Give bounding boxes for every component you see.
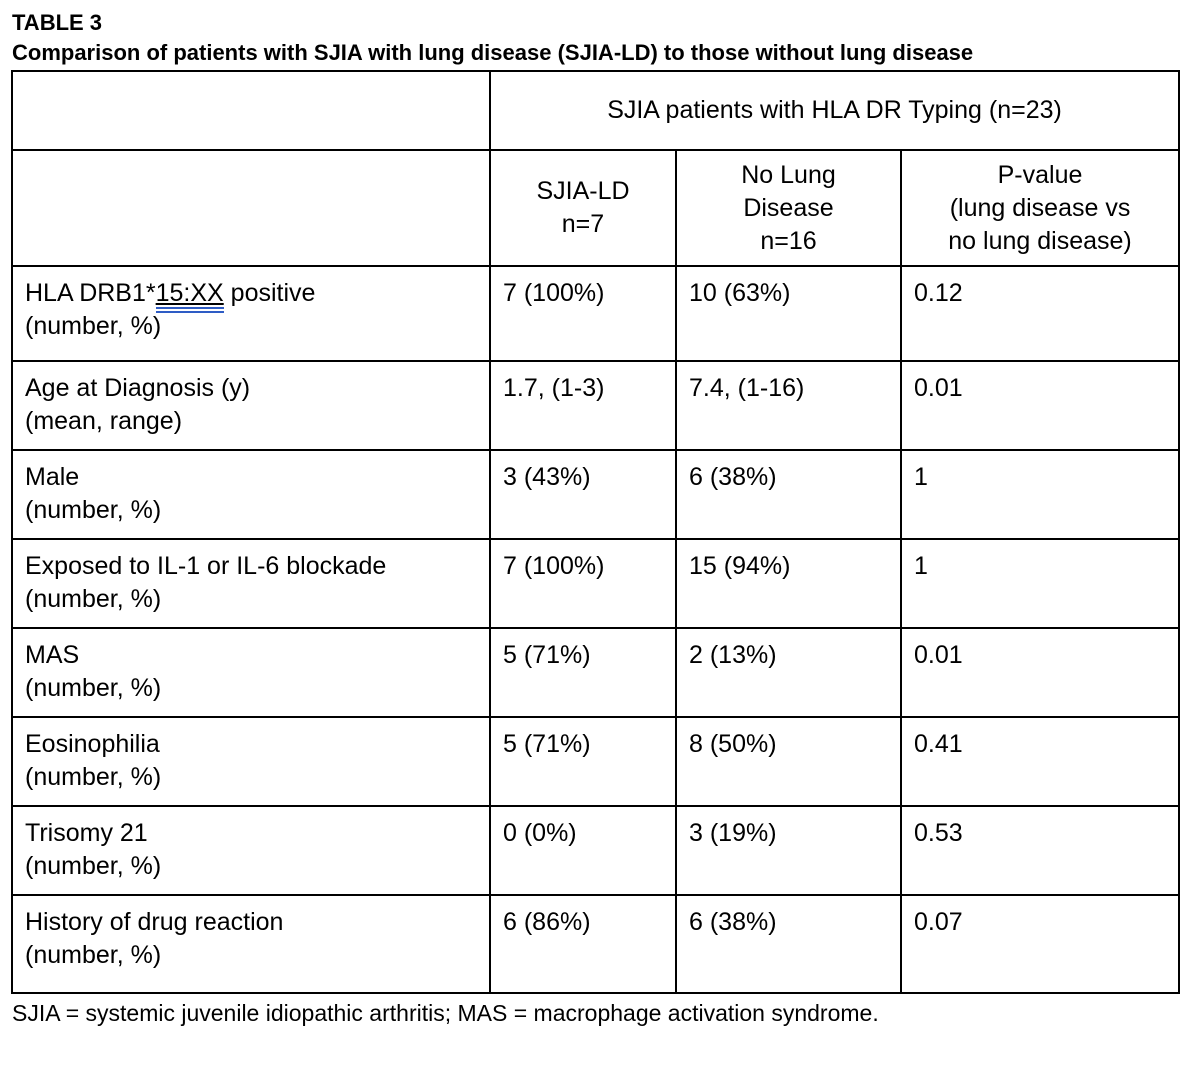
table-row-male: Male (number, %) 3 (43%) 6 (38%) 1 (11, 449, 1181, 540)
table-header: SJIA patients with HLA DR Typing (n=23) … (11, 70, 1181, 267)
row-label-text: MAS (25, 641, 80, 669)
row-label-hla-drb1: HLA DRB1*15:XX positive (number, %) (11, 265, 491, 362)
table-footnote: SJIA = systemic juvenile idiopathic arth… (12, 1000, 879, 1026)
cell-sjia-ld: 5 (71%) (489, 716, 677, 807)
row-label-text: History of drug reaction (25, 908, 284, 936)
column-header-sjia-ld: SJIA-LD n=7 (489, 149, 677, 267)
table-row-drug-reaction: History of drug reaction (number, %) 6 (8… (11, 894, 1181, 994)
row-sublabel: (number, %) (25, 585, 162, 613)
cell-sjia-ld: 5 (71%) (489, 627, 677, 718)
table-body: HLA DRB1*15:XX positive (number, %) 7 (10… (11, 265, 1181, 994)
row-label-il-blockade: Exposed to IL-1 or IL-6 blockade (number,… (11, 538, 491, 629)
row-sublabel: (mean, range) (25, 407, 183, 435)
empty-stub-cell (11, 149, 491, 267)
cell-p-value: 0.01 (899, 627, 1181, 718)
row-label-text: Age at Diagnosis (y) (25, 374, 251, 402)
row-sublabel: (number, %) (25, 763, 162, 791)
table-row-hla-drb1: HLA DRB1*15:XX positive (number, %) 7 (10… (11, 265, 1181, 362)
row-sublabel: (number, %) (25, 496, 162, 524)
column-header-p-value: P-value (lung disease vs no lung disease… (899, 149, 1181, 267)
empty-corner-cell (11, 70, 491, 151)
cell-no-lung: 6 (38%) (675, 894, 902, 994)
row-label-trisomy-21: Trisomy 21 (number, %) (11, 805, 491, 896)
cell-no-lung: 3 (19%) (675, 805, 902, 896)
cell-sjia-ld: 0 (0%) (489, 805, 677, 896)
cell-p-value: 0.07 (899, 894, 1181, 994)
cell-sjia-ld: 7 (100%) (489, 265, 677, 362)
span-header-cell: SJIA patients with HLA DR Typing (n=23) (488, 70, 1181, 151)
cell-no-lung: 8 (50%) (675, 716, 902, 807)
row-label-text: Exposed to IL-1 or IL-6 blockade (25, 552, 387, 580)
table-caption: Comparison of patients with SJIA with lu… (12, 40, 974, 65)
row-label-drug-reaction: History of drug reaction (number, %) (11, 894, 491, 994)
row-label-text: Male (25, 463, 80, 491)
cell-no-lung: 2 (13%) (675, 627, 902, 718)
row-sublabel: (number, %) (25, 312, 162, 340)
row-label-age: Age at Diagnosis (y) (mean, range) (11, 360, 491, 451)
cell-sjia-ld: 6 (86%) (489, 894, 677, 994)
cell-sjia-ld: 1.7, (1-3) (489, 360, 677, 451)
row-label-text: Eosinophilia (25, 730, 160, 758)
cell-no-lung: 15 (94%) (675, 538, 902, 629)
cell-p-value: 1 (899, 449, 1181, 540)
row-sublabel: (number, %) (25, 852, 162, 880)
table-row-eosinophilia: Eosinophilia (number, %) 5 (71%) 8 (50%) … (11, 716, 1181, 807)
cell-sjia-ld: 3 (43%) (489, 449, 677, 540)
cell-p-value: 0.41 (899, 716, 1181, 807)
row-label-text-suffix: positive (223, 279, 316, 307)
cell-p-value: 1 (899, 538, 1181, 629)
cell-p-value: 0.53 (899, 805, 1181, 896)
column-header-row: SJIA-LD n=7 No Lung Disease n=16 P-value… (11, 149, 1181, 267)
table-row-trisomy-21: Trisomy 21 (number, %) 0 (0%) 3 (19%) 0.5… (11, 805, 1181, 896)
table-title-block: TABLE 3 Comparison of patients with SJIA… (12, 8, 1132, 68)
row-label-text-prefix: HLA DRB1* (25, 279, 156, 307)
cell-no-lung: 10 (63%) (675, 265, 902, 362)
comparison-table: SJIA patients with HLA DR Typing (n=23) … (11, 70, 1181, 994)
table-row-il-blockade: Exposed to IL-1 or IL-6 blockade (number,… (11, 538, 1181, 629)
row-sublabel: (number, %) (25, 674, 162, 702)
row-sublabel: (number, %) (25, 941, 162, 969)
cell-p-value: 0.01 (899, 360, 1181, 451)
allele-underlined-text: 15:XX (155, 279, 224, 313)
cell-p-value: 0.12 (899, 265, 1181, 362)
row-label-male: Male (number, %) (11, 449, 491, 540)
cell-no-lung: 7.4, (1-16) (675, 360, 902, 451)
table-row-age-at-diagnosis: Age at Diagnosis (y) (mean, range) 1.7, (… (11, 360, 1181, 451)
row-label-text: Trisomy 21 (25, 819, 148, 847)
column-header-no-lung: No Lung Disease n=16 (675, 149, 902, 267)
row-label-mas: MAS (number, %) (11, 627, 491, 718)
span-header-row: SJIA patients with HLA DR Typing (n=23) (11, 70, 1181, 151)
cell-sjia-ld: 7 (100%) (489, 538, 677, 629)
row-label-eosinophilia: Eosinophilia (number, %) (11, 716, 491, 807)
table-number: TABLE 3 (12, 10, 103, 35)
table-row-mas: MAS (number, %) 5 (71%) 2 (13%) 0.01 (11, 627, 1181, 718)
cell-no-lung: 6 (38%) (675, 449, 902, 540)
